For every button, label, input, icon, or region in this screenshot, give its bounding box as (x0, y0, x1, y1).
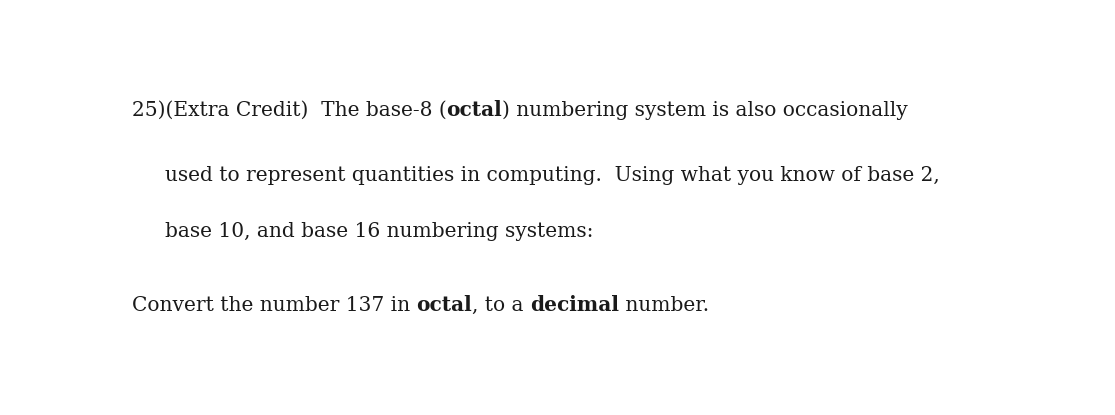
Text: octal: octal (416, 295, 472, 315)
Text: , to a: , to a (472, 296, 530, 315)
Text: used to represent quantities in computing.  Using what you know of base 2,: used to represent quantities in computin… (165, 166, 940, 185)
Text: base 10, and base 16 numbering systems:: base 10, and base 16 numbering systems: (165, 222, 593, 241)
Text: number.: number. (619, 296, 709, 315)
Text: Convert the number 137 in: Convert the number 137 in (132, 296, 416, 315)
Text: decimal: decimal (530, 295, 619, 315)
Text: ) numbering system is also occasionally: ) numbering system is also occasionally (502, 100, 908, 120)
Text: 25)(Extra Credit)  The base-8 (: 25)(Extra Credit) The base-8 ( (132, 101, 446, 120)
Text: octal: octal (446, 100, 502, 120)
